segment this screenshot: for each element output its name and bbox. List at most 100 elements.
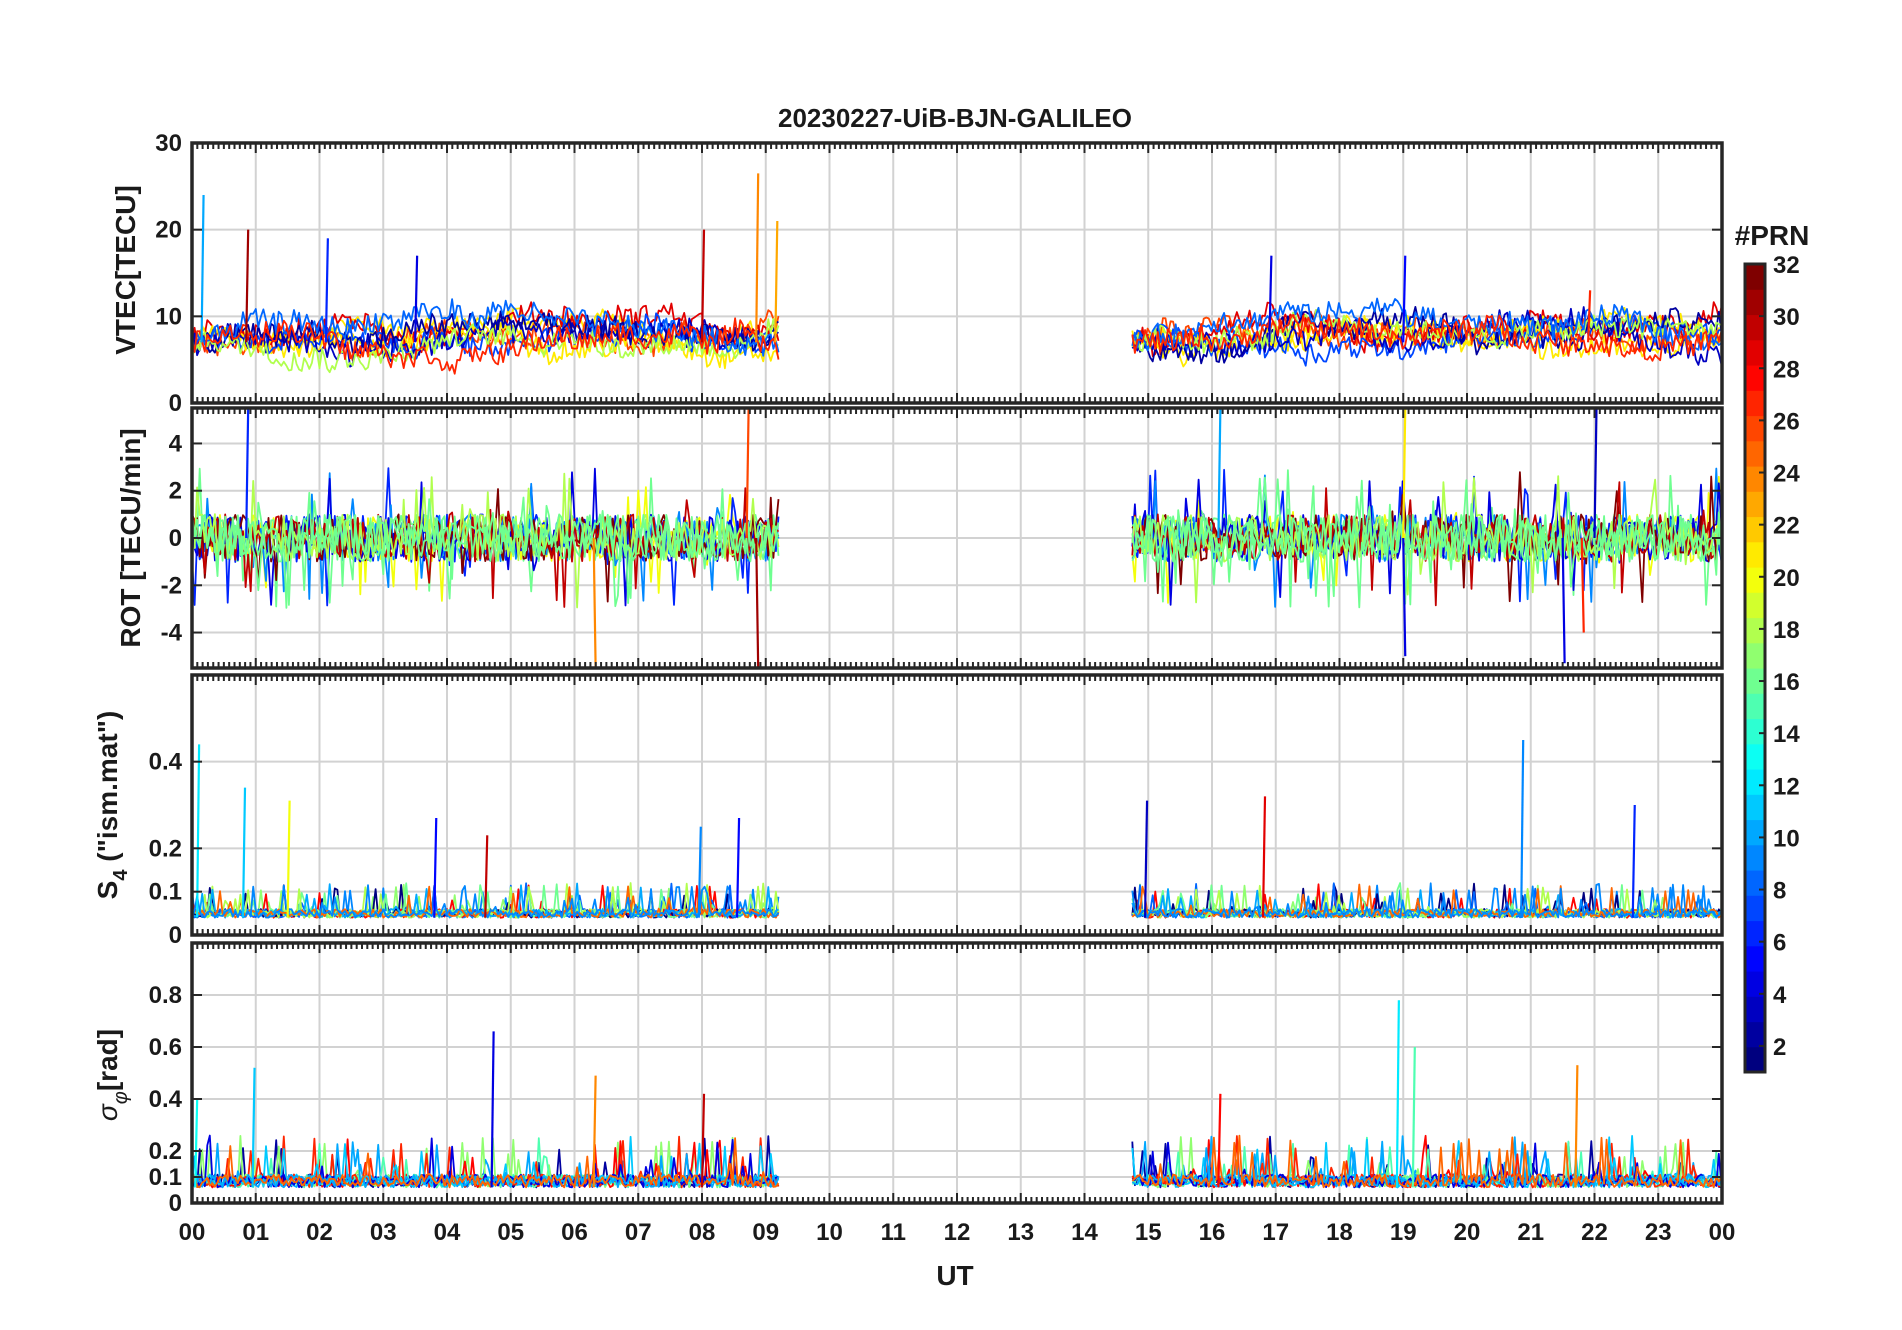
series-line [1131,297,1722,352]
series-peak [1402,255,1407,343]
x-tick-labels: 00 01 02 03 04 05 06 07 08 09 10 11 12 13 14 15 16 17 18 19… [179,1219,1736,1246]
series-line [1131,883,1723,919]
colorbar-swatch [1745,718,1765,745]
series-line [191,1137,780,1189]
series-peak [241,787,247,918]
series-peak [592,1075,597,1188]
x-tick-label: 23 [1645,1219,1672,1246]
y-tick-label: -4 [161,620,183,647]
series-peak [286,800,291,918]
colorbar-swatch [1745,314,1765,341]
series-peak [245,407,250,539]
x-tick-label: 20 [1454,1219,1481,1246]
x-tick-label: 19 [1390,1219,1417,1246]
panel-frame [190,941,1724,1205]
colorbar-swatch [1745,1021,1765,1048]
series-peak [755,537,760,669]
series-line [1131,1134,1723,1189]
colorbar-swatch [1745,1046,1765,1073]
colorbar-swatch [1745,794,1765,821]
series-peak [592,537,597,669]
colorbar-tick-label: 30 [1773,304,1800,331]
series-peak [700,1093,706,1188]
series-line [191,298,780,357]
colorbar-tick-label: 24 [1773,461,1800,488]
series-peak [774,220,779,343]
colorbar-swatch [1745,668,1765,694]
sigma-phi-axis-label: σφ[rad] [92,1029,132,1121]
colorbar-swatch [1745,743,1765,770]
colorbar-tick-label: 20 [1773,565,1800,592]
colorbar-swatch [1745,996,1765,1023]
x-tick-label: 18 [1326,1219,1353,1246]
x-tick-label: 08 [689,1219,716,1246]
series-peak [1631,804,1636,918]
series-peak [1580,537,1585,633]
y-tick-label: 0 [169,525,182,552]
x-tick-label: 17 [1262,1219,1289,1246]
series-peak [1520,739,1525,918]
series-peak [251,1067,256,1188]
y-tick-label: 0 [169,1190,182,1217]
series-peak [1574,1065,1579,1188]
y-tick-label: 0.2 [149,1138,182,1165]
y-tick-label: 20 [155,217,182,244]
series-peak [1217,1093,1222,1188]
series-peak [1402,407,1407,539]
y-tick-label: 0.2 [149,835,182,862]
y-tick-label: 0.1 [149,879,182,906]
series-peak [755,173,760,343]
colorbar-tick-label: 18 [1773,617,1800,644]
series-line [1131,314,1723,353]
x-tick-label: 13 [1007,1219,1034,1246]
svg-text:σφ[rad]: σφ[rad] [92,1029,132,1121]
series-line [191,491,780,604]
vtec-axis-label: VTEC[TECU] [110,185,141,355]
sigma-phi-panel: 00.10.2 0.4 0.6 0.8 [149,941,1724,1217]
x-tick-label: 22 [1581,1219,1608,1246]
x-tick-label: 06 [561,1219,588,1246]
y-tick-label: 0.6 [149,1034,182,1061]
series-peak [200,194,205,343]
colorbar-tick-label: 22 [1773,513,1800,540]
series-peak [433,817,438,918]
series-peak [1395,1000,1400,1188]
y-tick-label: 0 [169,390,182,417]
y-tick-label: 0.4 [149,749,183,776]
x-tick-label: 03 [370,1219,397,1246]
series-peak [484,835,489,918]
x-tick-label: 12 [944,1219,971,1246]
series-peak [1561,537,1566,664]
colorbar-swatch [1745,971,1765,997]
series-line [1131,476,1723,606]
colorbar-swatch [1745,339,1765,366]
series-peak [1587,290,1592,343]
x-tick-label: 14 [1071,1219,1098,1246]
series-peak [700,229,706,343]
colorbar-tick-label: 32 [1773,252,1800,279]
series-peak [745,407,750,539]
x-tick-label: 10 [816,1219,843,1246]
colorbar-swatch [1745,567,1765,593]
colorbar-swatch [1745,491,1765,518]
colorbar-swatch [1745,365,1765,391]
series-peak [1143,800,1149,918]
series-peak [1411,1046,1416,1188]
series-line [191,1141,780,1189]
y-tick-label: 10 [155,303,182,330]
series-peak [1402,537,1407,657]
panel-frame [190,141,1724,405]
colorbar-swatch [1745,390,1765,417]
y-tick-label: 0.4 [149,1086,183,1113]
colorbar-tick-label: 4 [1773,982,1787,1009]
colorbar-frame [1743,262,1767,1074]
x-tick-label: 05 [497,1219,524,1246]
colorbar-tick-label: 2 [1773,1034,1786,1061]
colorbar-title: #PRN [1735,220,1810,251]
rot-panel: -4 -2 0 2 4 [161,406,1724,670]
colorbar-swatch [1745,642,1765,669]
x-tick-label: 00 [1709,1219,1736,1246]
series-line [191,317,780,374]
